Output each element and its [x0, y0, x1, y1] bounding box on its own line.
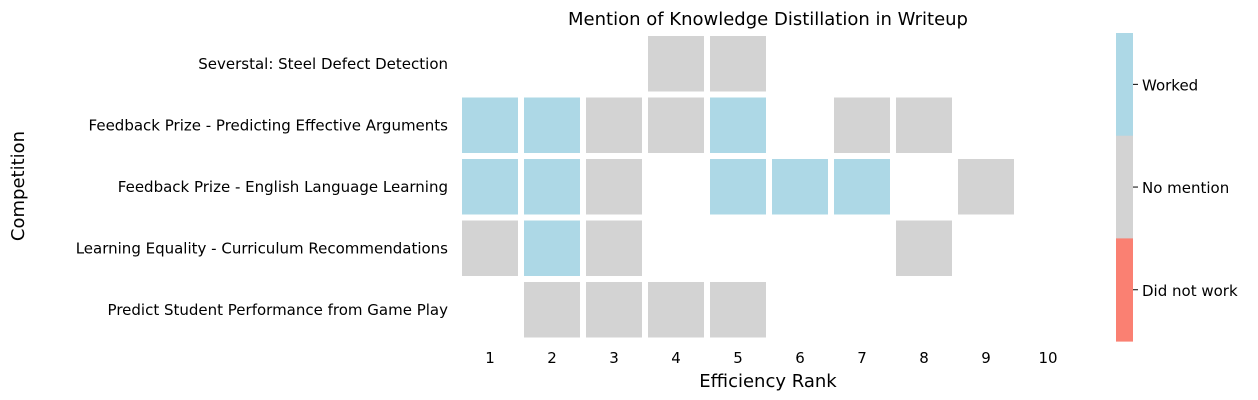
x-tick-label: 10: [1038, 349, 1057, 367]
heatmap-cell: [710, 159, 766, 215]
x-axis-label: Efficiency Rank: [699, 371, 837, 392]
heatmap-cell: [586, 220, 642, 276]
heatmap-cell: [648, 97, 704, 153]
heatmap-cell: [896, 97, 952, 153]
colorbar-legend: Worked No mention Did not work: [1116, 33, 1238, 342]
heatmap-cells: [462, 36, 1014, 338]
heatmap-cell: [462, 159, 518, 215]
heatmap-cell: [648, 282, 704, 338]
colorbar-segment: [1116, 33, 1133, 137]
x-tick-label: 7: [857, 349, 867, 367]
x-tick-label: 1: [485, 349, 495, 367]
colorbar-segment: [1116, 135, 1133, 239]
x-tick-label: 4: [671, 349, 681, 367]
x-tick-label: 6: [795, 349, 805, 367]
y-tick-label: Severstal: Steel Defect Detection: [198, 55, 448, 73]
heatmap-cell: [462, 97, 518, 153]
x-tick-label: 3: [609, 349, 619, 367]
heatmap-cell: [586, 282, 642, 338]
heatmap-cell: [834, 97, 890, 153]
y-tick-label: Predict Student Performance from Game Pl…: [108, 301, 449, 319]
x-tick-label: 2: [547, 349, 557, 367]
heatmap-cell: [772, 159, 828, 215]
heatmap-cell: [524, 220, 580, 276]
chart-title: Mention of Knowledge Distillation in Wri…: [568, 9, 968, 30]
colorbar-label: Worked: [1142, 76, 1198, 94]
colorbar-segment: [1116, 238, 1133, 342]
heatmap-cell: [524, 159, 580, 215]
y-tick-label: Feedback Prize - English Language Learni…: [118, 178, 448, 196]
x-tick-label: 9: [981, 349, 991, 367]
y-tick-label: Feedback Prize - Predicting Effective Ar…: [89, 116, 449, 134]
heatmap-cell: [710, 282, 766, 338]
y-tick-label: Learning Equality - Curriculum Recommend…: [76, 239, 448, 257]
y-axis-label: Competition: [8, 131, 29, 241]
heatmap-cell: [896, 220, 952, 276]
heatmap-cell: [958, 159, 1014, 215]
heatmap-cell: [834, 159, 890, 215]
heatmap-cell: [524, 282, 580, 338]
x-tick-labels: 1 2 3 4 5 6 7 8 9 10: [485, 349, 1057, 367]
x-tick-label: 8: [919, 349, 929, 367]
heatmap-cell: [586, 97, 642, 153]
heatmap-cell: [462, 220, 518, 276]
heatmap-cell: [710, 36, 766, 92]
x-tick-label: 5: [733, 349, 743, 367]
heatmap-cell: [524, 97, 580, 153]
colorbar-label: No mention: [1142, 179, 1229, 197]
heatmap-cell: [648, 36, 704, 92]
heatmap-cell: [586, 159, 642, 215]
heatmap-cell: [710, 97, 766, 153]
y-tick-labels: Severstal: Steel Defect Detection Feedbac…: [76, 55, 448, 319]
colorbar-label: Did not work: [1142, 282, 1238, 300]
